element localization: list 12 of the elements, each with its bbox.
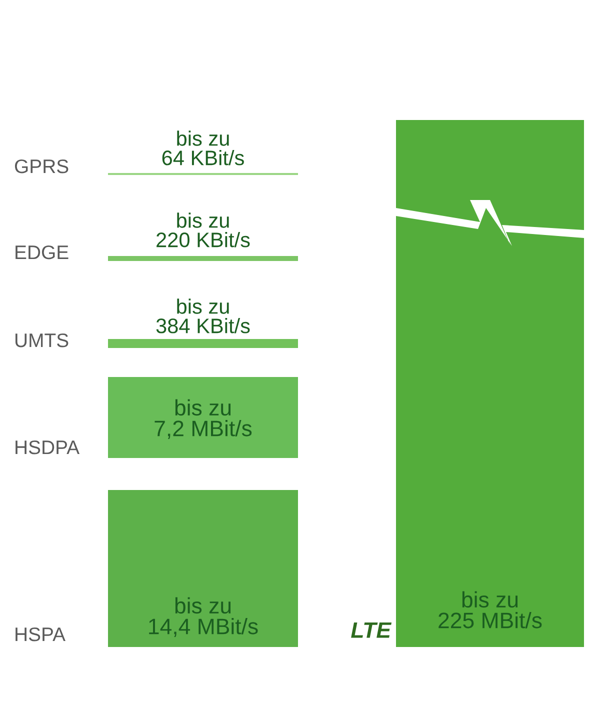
category-label: HSPA [16, 627, 66, 642]
data-label: bis zu 225 MBit/s [438, 591, 542, 628]
data-label: bis zu 7,2 MBit/s [154, 399, 252, 439]
category-label: HSDPA [16, 440, 80, 454]
data-label: bis zu 384 KBit/s [156, 298, 250, 334]
data-label: bis zu 64 KBit/s [162, 130, 244, 166]
data-label: bis zu 220 KBit/s [156, 212, 250, 248]
category-label: LTE [351, 622, 392, 638]
data-label: bis zu 14,4 MBit/s [149, 597, 258, 637]
category-label: GPRS [14, 159, 68, 174]
category-label: EDGE [16, 245, 68, 260]
category-label: UMTS [16, 333, 68, 348]
